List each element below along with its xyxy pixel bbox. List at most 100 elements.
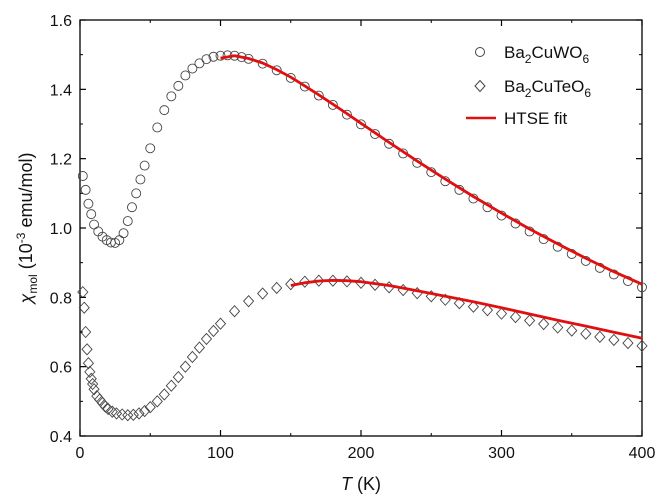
point-ba2cuteo6 <box>242 294 255 308</box>
point-ba2cuteo6 <box>214 317 227 330</box>
point-ba2cuteo6 <box>193 341 206 354</box>
x-tick-label: 200 <box>348 445 375 462</box>
point-ba2cuteo6 <box>453 297 465 310</box>
x-tick-label: 100 <box>207 445 234 462</box>
point-ba2cuteo6 <box>82 357 95 370</box>
point-ba2cuwo6 <box>77 171 88 181</box>
point-ba2cuteo6 <box>127 408 139 422</box>
series-line-htse-fit <box>220 54 643 286</box>
point-ba2cuteo6 <box>257 287 269 300</box>
point-ba2cuteo6 <box>523 314 536 327</box>
point-ba2cuteo6 <box>313 274 325 287</box>
point-ba2cuwo6 <box>313 90 324 101</box>
point-ba2cuwo6 <box>139 160 150 171</box>
point-ba2cuteo6 <box>78 301 90 314</box>
point-ba2cuwo6 <box>131 188 142 199</box>
point-ba2cuwo6 <box>86 209 97 220</box>
point-ba2cuwo6 <box>208 51 219 62</box>
point-ba2cuteo6 <box>271 281 283 295</box>
legend-label-ba2cuwo6: Ba2CuWO6 <box>504 43 589 66</box>
point-ba2cuteo6 <box>566 324 578 337</box>
point-ba2cuteo6 <box>299 275 311 288</box>
point-ba2cuwo6 <box>89 219 100 230</box>
point-ba2cuwo6 <box>159 105 170 116</box>
point-ba2cuteo6 <box>467 300 480 313</box>
point-ba2cuwo6 <box>118 228 129 239</box>
point-ba2cuwo6 <box>271 65 282 76</box>
point-ba2cuteo6 <box>165 379 177 392</box>
point-ba2cuteo6 <box>77 285 89 299</box>
point-ba2cuwo6 <box>342 109 352 120</box>
point-ba2cuwo6 <box>166 91 177 102</box>
point-ba2cuteo6 <box>81 343 93 356</box>
y-tick-label: 0.8 <box>50 290 72 307</box>
point-ba2cuteo6 <box>172 370 184 384</box>
point-ba2cuwo6 <box>173 80 184 91</box>
point-ba2cuteo6 <box>509 310 522 324</box>
point-ba2cuteo6 <box>608 333 620 347</box>
legend-label-htse-fit: HTSE fit <box>504 109 568 128</box>
series-layer <box>77 50 648 422</box>
x-tick-label: 300 <box>488 445 515 462</box>
point-ba2cuwo6 <box>80 184 91 195</box>
y-tick-label: 0.6 <box>50 360 72 377</box>
point-ba2cuwo6 <box>285 72 296 83</box>
ticks-layer: 0 100 200 300 400 0.4 0.6 0.8 1.0 1.2 1.4 1.6 <box>50 13 656 462</box>
point-ba2cuteo6 <box>151 395 163 408</box>
point-ba2cuteo6 <box>200 332 213 346</box>
point-ba2cuteo6 <box>495 307 508 320</box>
point-ba2cuteo6 <box>622 336 634 350</box>
series-line-htse-fit <box>290 278 643 340</box>
point-ba2cuteo6 <box>538 317 550 331</box>
point-ba2cuteo6 <box>139 404 151 418</box>
point-ba2cuteo6 <box>207 324 220 338</box>
y-tick-label: 0.4 <box>50 429 72 446</box>
point-ba2cuwo6 <box>152 122 163 133</box>
point-ba2cuteo6 <box>327 274 339 287</box>
point-ba2cuteo6 <box>594 330 606 344</box>
point-ba2cuwo6 <box>299 81 310 92</box>
y-axis-label: χmol (10-3 emu/mol) <box>14 153 40 306</box>
point-ba2cuteo6 <box>285 277 297 291</box>
x-tick-label: 0 <box>76 445 85 462</box>
point-ba2cuteo6 <box>158 388 170 401</box>
point-ba2cuteo6 <box>88 383 100 396</box>
point-ba2cuteo6 <box>122 409 134 422</box>
point-ba2cuwo6 <box>145 143 156 154</box>
point-ba2cuteo6 <box>84 365 96 379</box>
point-ba2cuwo6 <box>127 202 137 213</box>
point-ba2cuwo6 <box>122 216 133 227</box>
point-ba2cuteo6 <box>636 339 648 353</box>
point-ba2cuteo6 <box>133 407 145 420</box>
point-ba2cuteo6 <box>552 321 564 334</box>
point-ba2cuteo6 <box>179 360 191 373</box>
y-tick-label: 1.4 <box>50 82 72 99</box>
point-ba2cuwo6 <box>215 50 226 61</box>
point-ba2cuteo6 <box>87 377 99 391</box>
point-ba2cuteo6 <box>228 305 241 318</box>
point-ba2cuwo6 <box>83 198 94 209</box>
point-ba2cuteo6 <box>186 350 199 364</box>
point-ba2cuteo6 <box>580 327 592 340</box>
point-ba2cuteo6 <box>481 303 494 317</box>
point-ba2cuteo6 <box>85 372 97 385</box>
point-ba2cuwo6 <box>201 54 212 65</box>
legend-marker-diamond <box>474 79 486 93</box>
point-ba2cuwo6 <box>180 70 191 81</box>
point-ba2cuwo6 <box>194 58 205 69</box>
point-ba2cuwo6 <box>187 63 198 74</box>
point-ba2cuwo6 <box>356 119 366 130</box>
y-tick-label: 1.2 <box>50 152 72 169</box>
x-tick-label: 400 <box>629 445 656 462</box>
point-ba2cuteo6 <box>106 405 118 418</box>
point-ba2cuteo6 <box>144 401 156 414</box>
point-ba2cuwo6 <box>135 174 146 185</box>
point-ba2cuwo6 <box>370 129 380 140</box>
point-ba2cuteo6 <box>80 325 92 339</box>
point-ba2cuwo6 <box>327 99 338 110</box>
legend-label-ba2cuteo6: Ba2CuTeO6 <box>504 77 591 100</box>
y-tick-label: 1.0 <box>50 221 72 238</box>
legend: Ba2CuWO6 Ba2CuTeO6 HTSE fit <box>466 43 591 128</box>
legend-marker-circle <box>475 47 485 57</box>
